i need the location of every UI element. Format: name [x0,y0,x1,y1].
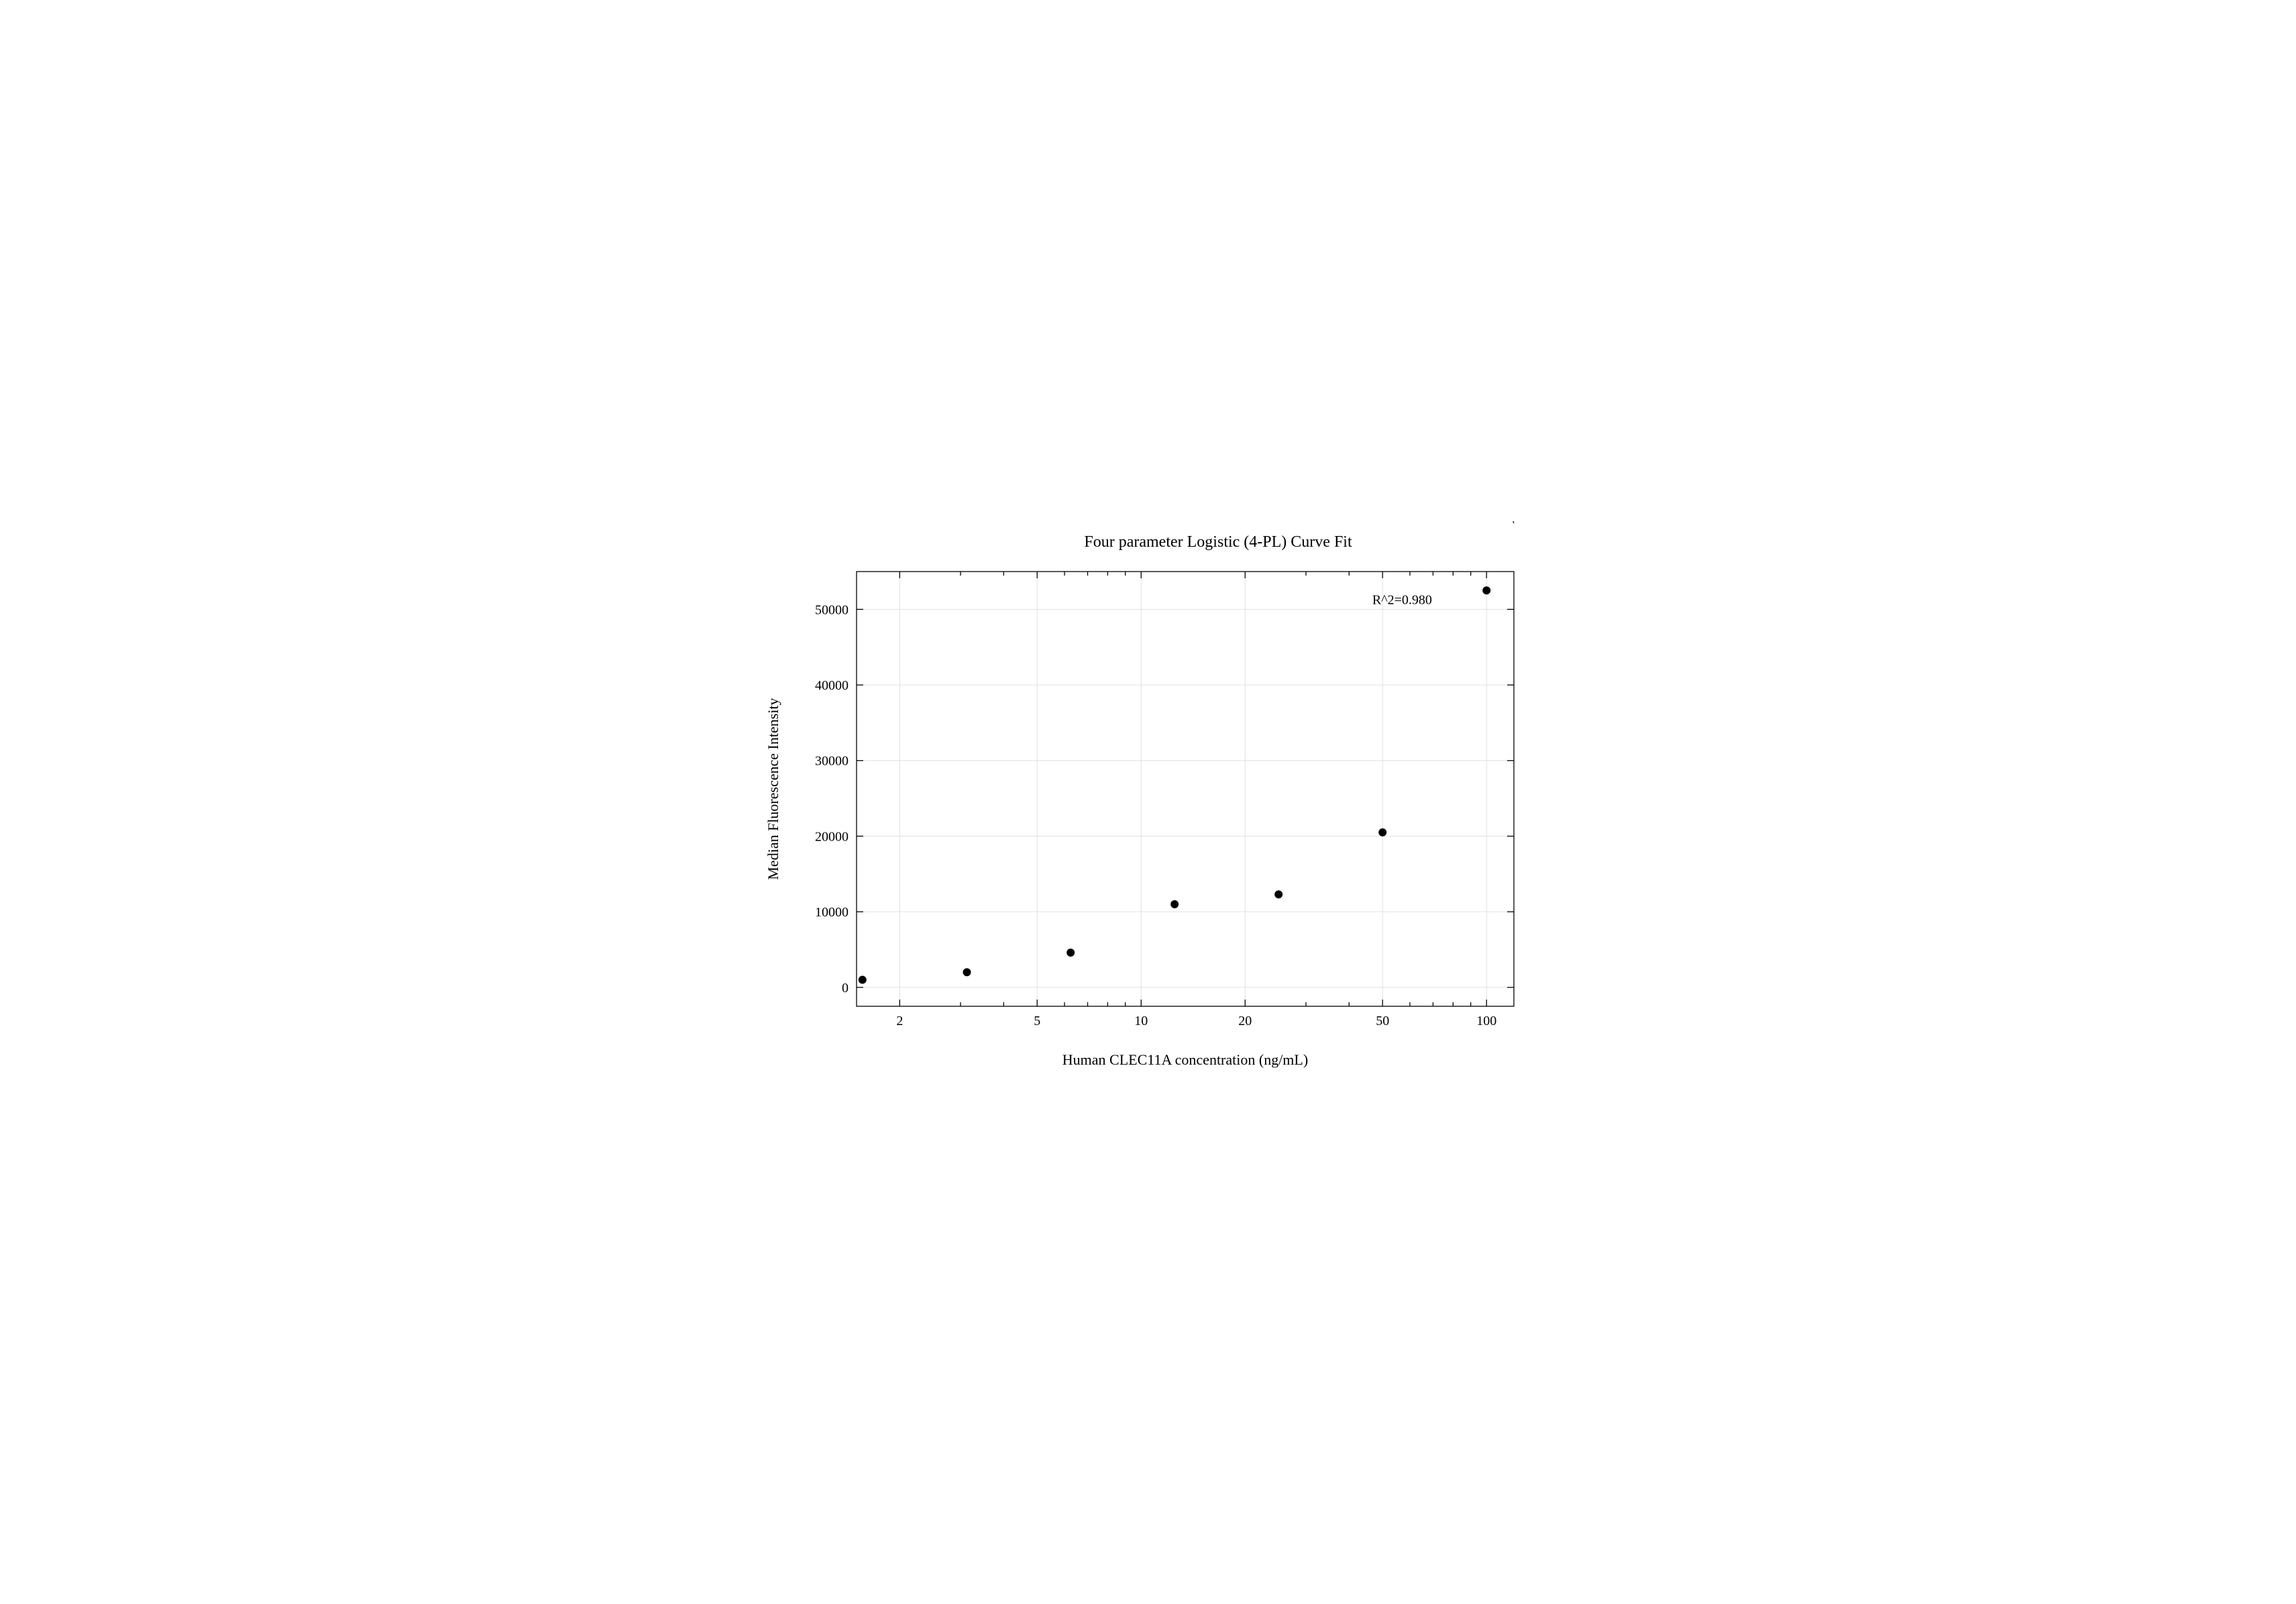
x-tick-label: 2 [896,1014,903,1028]
data-point [1170,900,1179,908]
y-tick-label: 40000 [815,678,849,693]
y-tick-label: 50000 [815,602,849,617]
data-point [1274,890,1282,898]
data-point [1482,586,1490,594]
data-point [1067,948,1075,956]
x-tick-label: 5 [1034,1014,1040,1028]
x-tick-label: 10 [1134,1014,1148,1028]
data-point [1378,828,1386,836]
x-tick-label: 50 [1376,1014,1389,1028]
x-axis-label: Human CLEC11A concentration (ng/mL) [1062,1051,1307,1068]
r-squared-annotation: R^2=0.980 [1372,592,1431,607]
data-point [858,975,866,983]
chart-svg: 2 5 10 20 50 100 0 10000 20000 30000 40000 50000 Fou… [746,521,1551,1083]
x-tick-label: 100 [1476,1014,1496,1028]
y-tick-label: 20000 [815,829,849,844]
y-axis-label: Median Fluorescence Intensity [765,698,781,879]
chart-container: 2 5 10 20 50 100 0 10000 20000 30000 40000 50000 Fou… [746,521,1551,1083]
x-tick-label: 20 [1238,1014,1252,1028]
y-tick-label: 30000 [815,753,849,768]
y-tick-label: 10000 [815,905,849,920]
chart-title: Four parameter Logistic (4-PL) Curve Fit [1084,533,1352,551]
y-tick-label: 0 [842,980,849,995]
data-point [963,968,971,976]
